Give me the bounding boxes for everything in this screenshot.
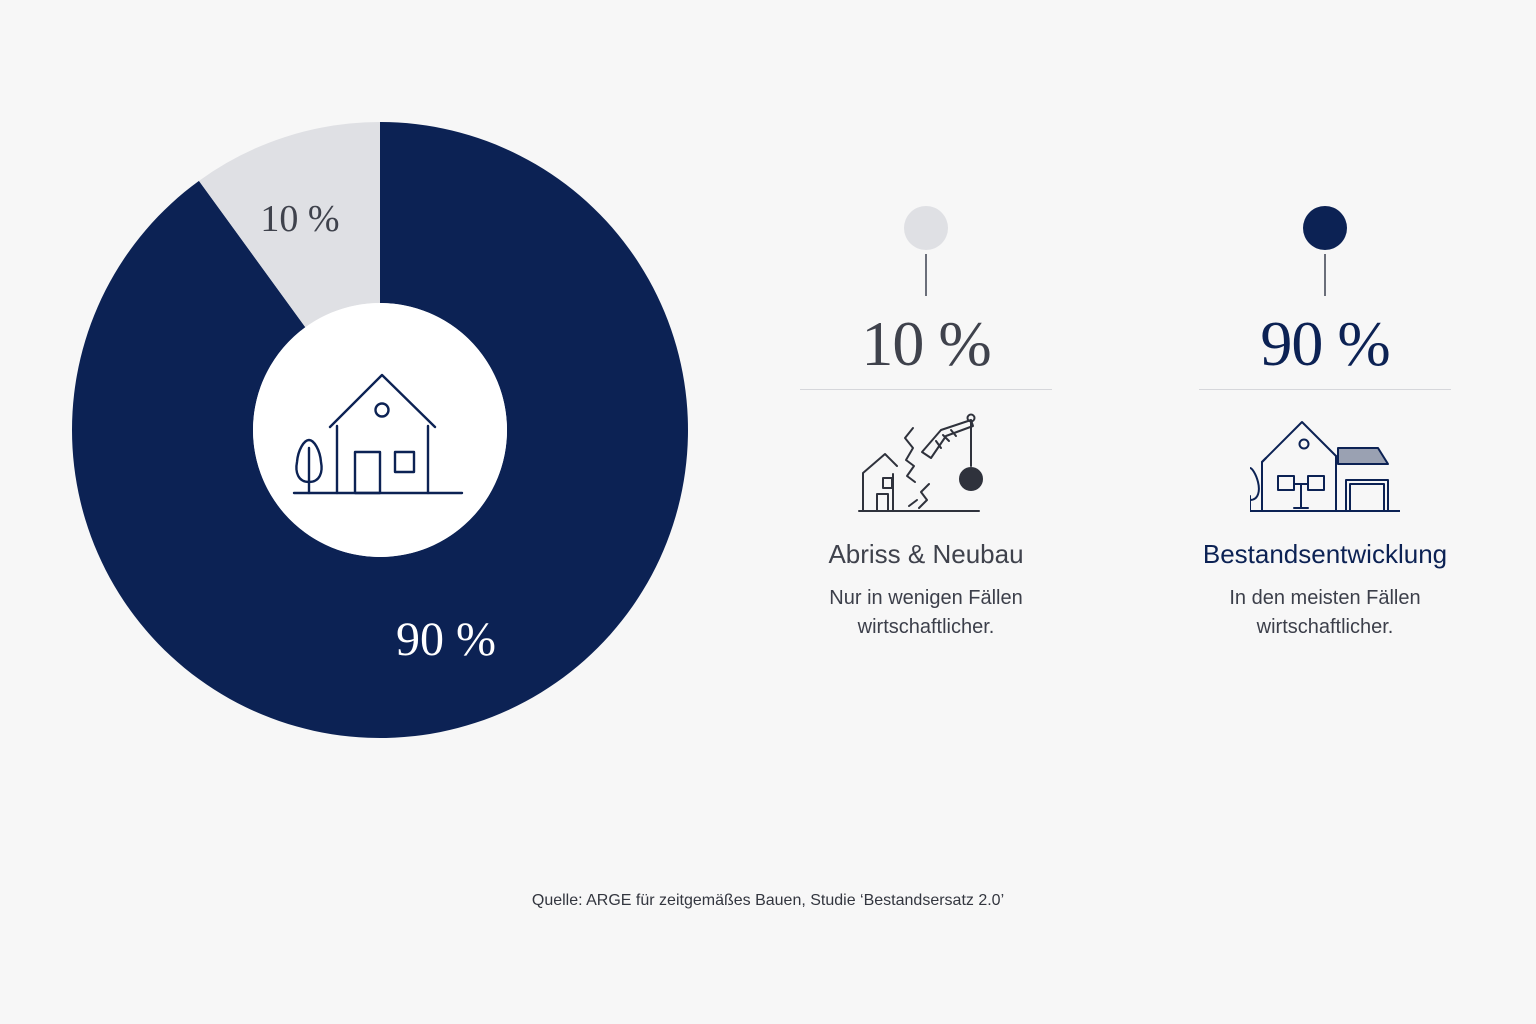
legend-description-line2: wirtschaftlicher. — [1256, 616, 1394, 638]
legend-percent: 90 % — [1260, 308, 1390, 379]
legend-description: In den meisten Fällen wirtschaftlicher. — [1197, 584, 1453, 642]
donut-slices — [71, 122, 688, 738]
legend-percent: 10 % — [861, 308, 991, 379]
legend-stem — [1324, 254, 1326, 296]
legend-heading: Bestandsentwicklung — [1202, 539, 1448, 569]
legend-divider — [800, 389, 1052, 390]
donut-slice-10 — [198, 122, 380, 328]
demolition-house-icon — [858, 413, 983, 512]
legend-dot-navy — [1303, 206, 1347, 250]
legend-description-line2: wirtschaftlicher. — [857, 616, 995, 638]
slice-label-90: 90 % — [396, 613, 496, 666]
legend-description-line1: In den meisten Fällen — [1229, 587, 1421, 609]
slice-label-10: 10 % — [260, 198, 339, 240]
legend-stem — [925, 254, 927, 296]
legend-item-abriss: 10 % Abriss & Neubau Nur in wenigen Fäll… — [798, 200, 1054, 650]
legend-divider — [1199, 389, 1451, 390]
donut-chart: 10 % 90 % — [71, 122, 688, 738]
legend-heading: Abriss & Neubau — [828, 539, 1024, 569]
house-with-tree-icon — [292, 373, 464, 495]
legend-dot-light — [904, 206, 948, 250]
source-note: Quelle: ARGE für zeitgemäßes Bauen, Stud… — [531, 892, 1005, 909]
donut-hole — [253, 303, 507, 557]
house-extension-icon — [1250, 421, 1400, 512]
legend-description: Nur in wenigen Fällen wirtschaftlicher. — [798, 584, 1054, 642]
legend-description-line1: Nur in wenigen Fällen — [829, 587, 1023, 609]
legend-item-bestand: 90 % Bestandsentwicklung In den meisten … — [1197, 200, 1453, 650]
donut-slice-90 — [71, 122, 688, 738]
